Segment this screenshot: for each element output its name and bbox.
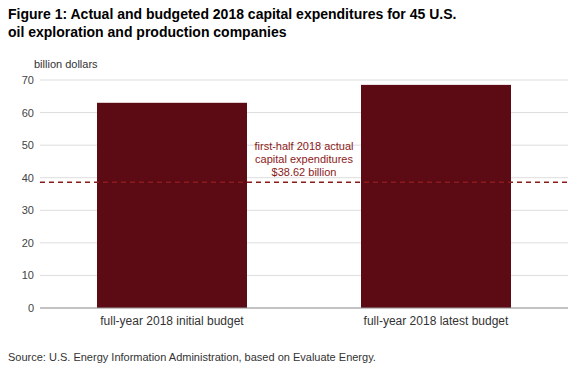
y-axis-label: billion dollars [34,58,98,70]
bar [361,85,511,308]
y-tick-label: 50 [22,139,34,151]
source: Source: U.S. Energy Information Administ… [8,351,376,363]
y-tick-label: 40 [22,172,34,184]
y-tick-label: 30 [22,204,34,216]
y-tick-label: 60 [22,107,34,119]
y-tick-label: 10 [22,269,34,281]
grid-line [40,80,568,81]
x-tick-label: full-year 2018 latest budget [364,314,509,328]
annotation: first-half 2018 actualcapital expenditur… [254,140,353,178]
y-tick-label: 70 [22,74,34,86]
title: Figure 1: Actual and budgeted 2018 capit… [8,6,456,40]
reference-line [40,181,568,183]
x-axis-line [40,308,568,309]
x-tick-label: full-year 2018 initial budget [100,314,244,328]
y-tick-label: 20 [22,237,34,249]
grid-line [40,308,568,309]
chart: Figure 1: Actual and budgeted 2018 capit… [0,0,579,371]
plot-area [40,85,568,308]
y-tick-label: 0 [28,302,34,314]
bar [97,103,247,308]
